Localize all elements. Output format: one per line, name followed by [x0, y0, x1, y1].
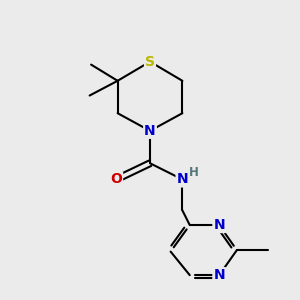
Text: O: O [110, 172, 122, 186]
Text: N: N [213, 218, 225, 232]
Text: N: N [177, 172, 188, 186]
Text: S: S [145, 55, 155, 69]
Text: N: N [213, 268, 225, 282]
Text: N: N [144, 124, 156, 138]
Text: H: H [189, 167, 199, 179]
